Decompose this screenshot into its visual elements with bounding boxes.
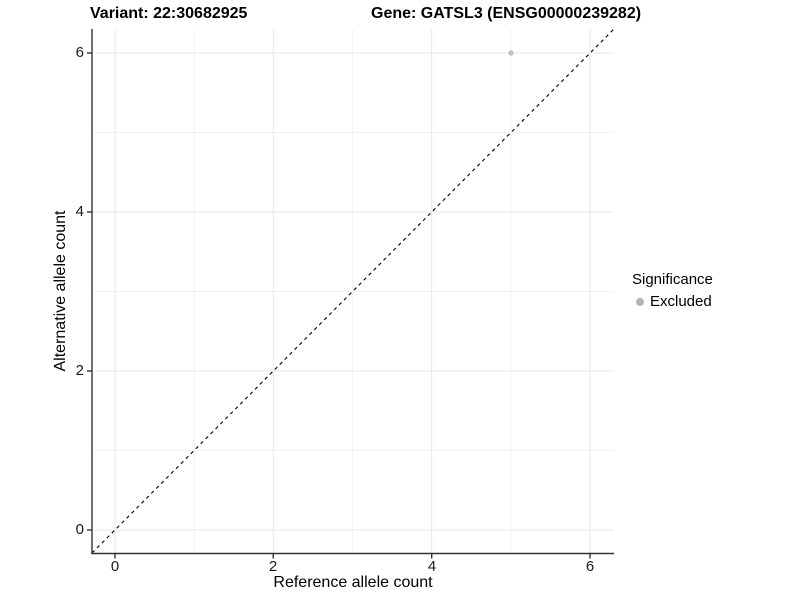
gene-title: Gene: GATSL3 (ENSG00000239282) bbox=[371, 5, 642, 22]
legend-entry-excluded: Excluded bbox=[650, 293, 712, 310]
y-tick-2: 2 bbox=[75, 362, 84, 379]
major-gridlines bbox=[92, 29, 614, 553]
y-axis-title: Alternative allele count bbox=[52, 210, 69, 372]
axis-tick-marks bbox=[87, 52, 591, 559]
minor-gridlines bbox=[92, 29, 614, 553]
x-tick-0: 0 bbox=[110, 558, 120, 575]
legend-point-excluded-icon bbox=[636, 298, 644, 306]
x-tick-6: 6 bbox=[585, 558, 595, 575]
x-tick-2: 2 bbox=[268, 558, 278, 575]
data-point-excluded bbox=[508, 50, 514, 56]
y-tick-6: 6 bbox=[75, 44, 84, 61]
y-tick-0: 0 bbox=[75, 521, 84, 538]
identity-reference-line bbox=[91, 28, 615, 554]
legend-title: Significance bbox=[632, 271, 713, 288]
x-tick-4: 4 bbox=[427, 558, 437, 575]
variant-title: Variant: 22:30682925 bbox=[90, 5, 248, 22]
x-axis-title: Reference allele count bbox=[273, 574, 433, 591]
axis-lines bbox=[91, 29, 614, 555]
y-tick-4: 4 bbox=[75, 203, 84, 220]
